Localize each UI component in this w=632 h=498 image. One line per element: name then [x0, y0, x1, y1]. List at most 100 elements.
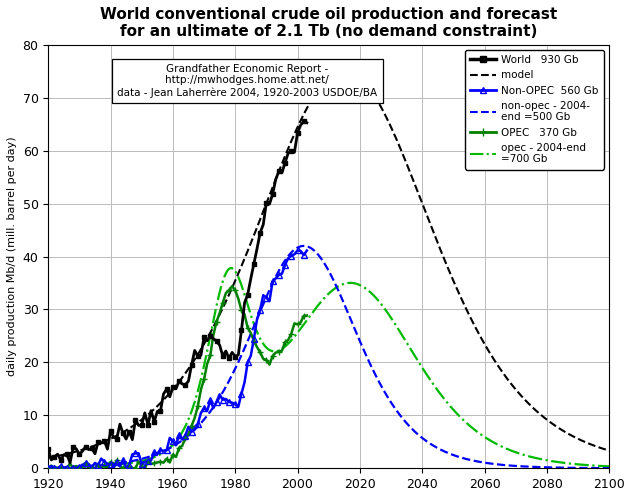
Non-OPEC  560 Gb	[281, 262, 289, 268]
World   930 Gb	[294, 130, 301, 136]
Non-OPEC  560 Gb	[157, 447, 164, 453]
model	[336, 69, 343, 75]
Non-OPEC  560 Gb	[200, 405, 208, 411]
World   930 Gb	[300, 119, 308, 124]
Text: Grandfather Economic Report -
http://mwhodges.home.att.net/
data - Jean Laherrèr: Grandfather Economic Report - http://mwh…	[118, 64, 377, 98]
Non-OPEC  560 Gb	[269, 278, 276, 284]
Non-OPEC  560 Gb	[119, 457, 127, 463]
OPEC   370 Gb	[244, 325, 252, 331]
Non-OPEC  560 Gb	[294, 248, 301, 253]
World   930 Gb	[213, 338, 221, 344]
OPEC   370 Gb	[207, 353, 214, 359]
World   930 Gb	[150, 419, 158, 425]
Non-OPEC  560 Gb	[94, 463, 102, 469]
Non-OPEC  560 Gb	[275, 272, 283, 278]
non-opec - 2004-
end =500 Gb	[239, 349, 246, 355]
opec - 2004-end
=700 Gb	[227, 265, 234, 271]
OPEC   370 Gb	[100, 462, 108, 468]
OPEC   370 Gb	[126, 463, 133, 469]
OPEC   370 Gb	[181, 435, 189, 441]
non-opec - 2004-
end =500 Gb	[300, 243, 308, 249]
World   930 Gb	[138, 422, 145, 428]
Non-OPEC  560 Gb	[138, 461, 145, 467]
Non-OPEC  560 Gb	[113, 459, 121, 465]
OPEC   370 Gb	[269, 353, 276, 359]
OPEC   370 Gb	[294, 321, 301, 327]
World   930 Gb	[231, 354, 239, 360]
opec - 2004-end
=700 Gb	[44, 465, 52, 471]
OPEC   370 Gb	[250, 338, 258, 344]
Non-OPEC  560 Gb	[250, 336, 258, 342]
Non-OPEC  560 Gb	[150, 449, 158, 455]
non-opec - 2004-
end =500 Gb	[451, 453, 459, 459]
Non-OPEC  560 Gb	[225, 399, 233, 405]
Non-OPEC  560 Gb	[163, 447, 171, 453]
OPEC   370 Gb	[76, 465, 83, 471]
Non-OPEC  560 Gb	[244, 360, 252, 366]
non-opec - 2004-
end =500 Gb	[337, 294, 345, 300]
OPEC   370 Gb	[257, 350, 264, 356]
OPEC   370 Gb	[194, 403, 202, 409]
World   930 Gb	[225, 356, 233, 362]
Non-OPEC  560 Gb	[169, 438, 177, 444]
World   930 Gb	[219, 353, 226, 359]
OPEC   370 Gb	[150, 460, 158, 466]
opec - 2004-end
=700 Gb	[465, 422, 473, 428]
World   930 Gb	[188, 362, 195, 368]
Non-OPEC  560 Gb	[44, 465, 52, 471]
OPEC   370 Gb	[144, 458, 152, 464]
World   930 Gb	[181, 382, 189, 388]
World   930 Gb	[70, 444, 77, 450]
Non-OPEC  560 Gb	[219, 397, 226, 403]
OPEC   370 Gb	[200, 376, 208, 382]
OPEC   370 Gb	[300, 313, 308, 319]
World   930 Gb	[82, 444, 89, 450]
Line: World   930 Gb: World 930 Gb	[46, 119, 306, 462]
World   930 Gb	[262, 200, 270, 206]
World   930 Gb	[207, 333, 214, 339]
Non-OPEC  560 Gb	[231, 401, 239, 407]
non-opec - 2004-
end =500 Gb	[462, 456, 470, 462]
World   930 Gb	[100, 438, 108, 444]
Non-OPEC  560 Gb	[262, 295, 270, 301]
non-opec - 2004-
end =500 Gb	[533, 464, 541, 470]
model	[465, 312, 473, 318]
Non-OPEC  560 Gb	[63, 465, 71, 471]
OPEC   370 Gb	[175, 445, 183, 451]
OPEC   370 Gb	[288, 331, 295, 337]
World   930 Gb	[275, 168, 283, 174]
World   930 Gb	[250, 261, 258, 267]
Non-OPEC  560 Gb	[181, 433, 189, 439]
World   930 Gb	[269, 191, 276, 197]
model	[607, 448, 614, 454]
model	[44, 455, 52, 461]
OPEC   370 Gb	[163, 456, 171, 462]
Non-OPEC  560 Gb	[57, 463, 64, 469]
Non-OPEC  560 Gb	[126, 462, 133, 468]
non-opec - 2004-
end =500 Gb	[607, 465, 614, 471]
opec - 2004-end
=700 Gb	[337, 282, 345, 288]
Non-OPEC  560 Gb	[238, 391, 245, 397]
Non-OPEC  560 Gb	[175, 432, 183, 438]
World   930 Gb	[113, 436, 121, 442]
World   930 Gb	[157, 408, 164, 414]
Non-OPEC  560 Gb	[100, 459, 108, 465]
OPEC   370 Gb	[82, 460, 89, 466]
Title: World conventional crude oil production and forecast
for an ultimate of 2.1 Tb (: World conventional crude oil production …	[100, 7, 557, 39]
OPEC   370 Gb	[275, 349, 283, 355]
OPEC   370 Gb	[70, 465, 77, 471]
Line: opec - 2004-end
=700 Gb: opec - 2004-end =700 Gb	[48, 268, 611, 468]
model	[341, 68, 348, 74]
opec - 2004-end
=700 Gb	[462, 419, 470, 425]
OPEC   370 Gb	[238, 307, 245, 313]
OPEC   370 Gb	[94, 462, 102, 468]
OPEC   370 Gb	[107, 459, 114, 465]
World   930 Gb	[169, 384, 177, 390]
opec - 2004-end
=700 Gb	[607, 464, 614, 470]
Non-OPEC  560 Gb	[288, 253, 295, 259]
Non-OPEC  560 Gb	[257, 307, 264, 313]
Non-OPEC  560 Gb	[213, 399, 221, 405]
OPEC   370 Gb	[57, 465, 64, 471]
non-opec - 2004-
end =500 Gb	[465, 457, 473, 463]
OPEC   370 Gb	[188, 423, 195, 429]
